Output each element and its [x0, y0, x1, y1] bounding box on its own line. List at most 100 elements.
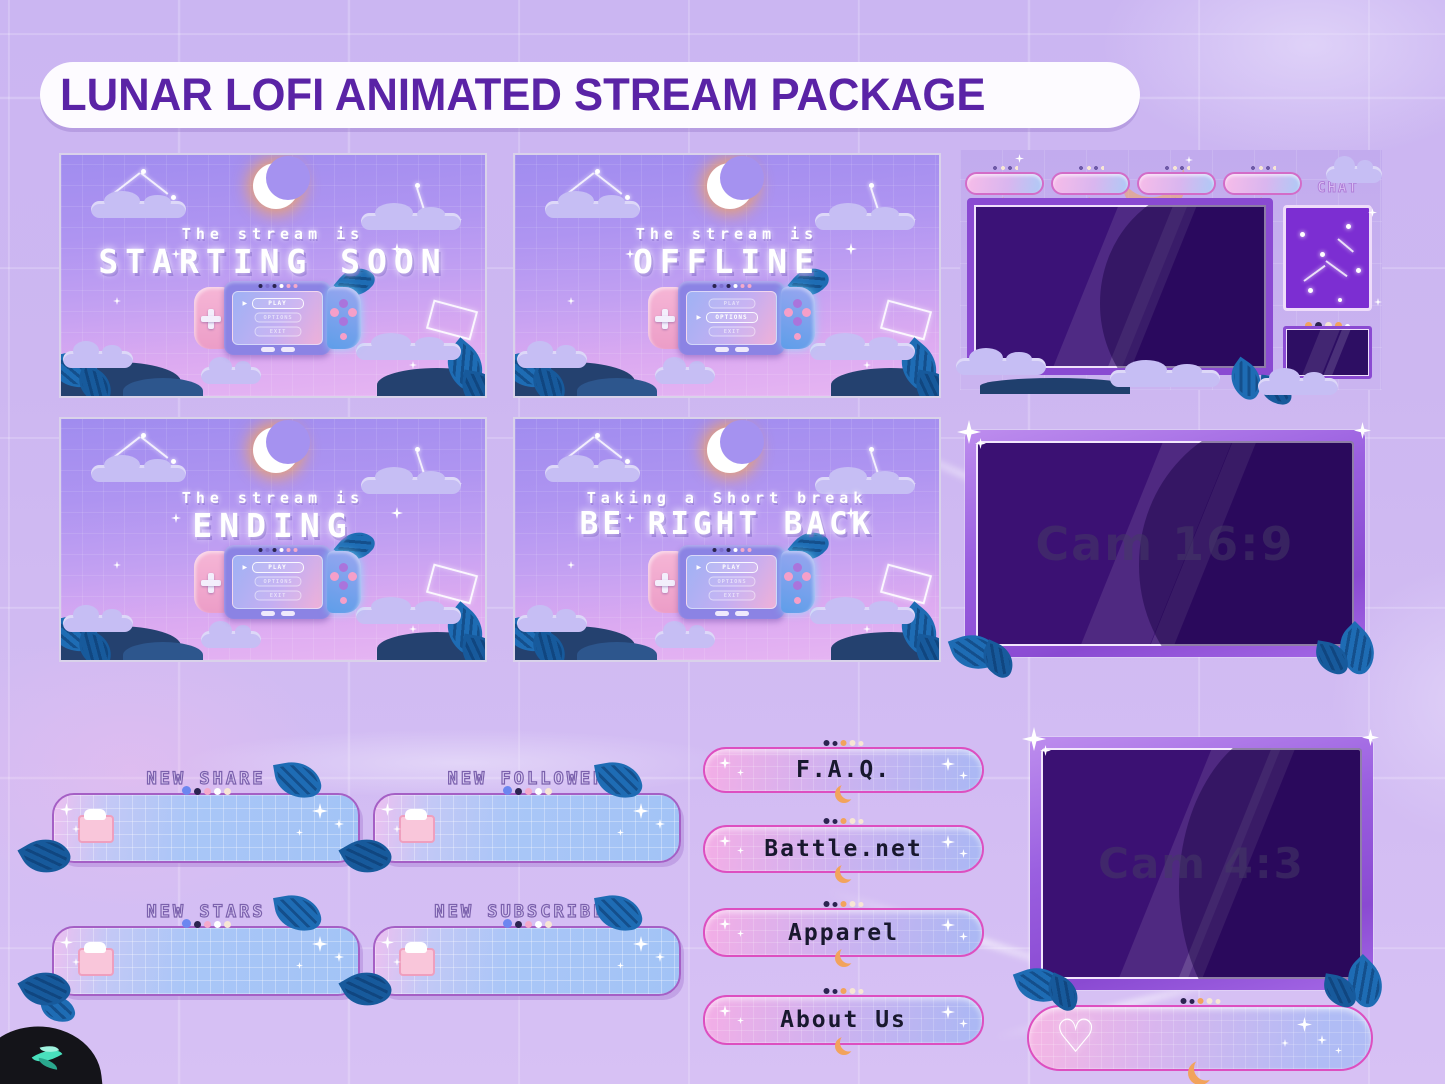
title-banner: LUNAR LOFI ANIMATED STREAM PACKAGE: [40, 62, 1140, 128]
right-joycon: [781, 551, 815, 613]
menu-options[interactable]: OPTIONS: [252, 312, 304, 323]
alert-new-subscriber: NEW SUBSCRIBER: [338, 890, 681, 1017]
screen-subtitle: Taking a Short break: [586, 489, 868, 507]
console-screen: PLAY ▶ OPTIONS EXIT: [686, 291, 777, 345]
dpad-icon: [201, 573, 221, 593]
menu-exit[interactable]: EXIT: [706, 326, 758, 337]
menu-play[interactable]: ▶ PLAY: [243, 562, 304, 573]
panel-button-apparel[interactable]: Apparel: [703, 901, 984, 957]
webcam-frame-16-9: Cam 16:9: [947, 420, 1386, 681]
cloud: [361, 467, 461, 494]
console-grip: [260, 347, 295, 352]
moon-phase-dots: [822, 988, 865, 994]
screen-shadow-circle: [1138, 441, 1354, 646]
sparkle-icon: [1040, 745, 1051, 756]
screen-be-right-back: Taking a Short break BE RIGHT BACK ▶ PLAY…: [513, 417, 941, 662]
sparkle-icon: [1317, 1035, 1327, 1045]
menu-options[interactable]: OPTIONS: [252, 576, 304, 587]
cloud: [356, 333, 461, 360]
overlay-topbar-pill: [1137, 172, 1216, 195]
sparkle-icon: [737, 847, 744, 854]
alert-new-stars: NEW STARS: [17, 890, 360, 1017]
menu-play[interactable]: PLAY: [706, 298, 758, 309]
sparkle-icon: [719, 757, 731, 769]
alert-label: NEW STARS: [146, 901, 266, 922]
screen-title: OFFLINE: [632, 242, 822, 281]
screen-title: ENDING: [192, 506, 354, 545]
sparkle-icon: [296, 962, 303, 969]
overlay-topbar-pill: [965, 172, 1044, 195]
sparkle-icon: [737, 1017, 744, 1024]
console-dots: [258, 284, 297, 288]
sparkle-icon: [1335, 1047, 1342, 1054]
sparkle-icon: [1297, 1017, 1312, 1032]
crescent-moon-icon: [707, 156, 764, 209]
menu-play[interactable]: ▶ PLAY: [697, 562, 758, 573]
sparkle-icon: [941, 1005, 955, 1019]
panel-button-label: F.A.Q.: [795, 757, 892, 783]
panel-button-battlenet[interactable]: Battle.net: [703, 818, 984, 873]
sparkle-icon: [1368, 208, 1377, 217]
gold-crescent-icon: [835, 949, 853, 967]
sparkle-icon: [171, 249, 181, 259]
sparkle-icon: [1374, 298, 1382, 306]
constellation-rect: [425, 299, 479, 341]
bg-swirl-top-right: [1100, 0, 1445, 160]
webcam-frame-4-3: Cam 4:3: [1012, 727, 1394, 1014]
sparkle-icon: [737, 769, 744, 776]
console-body: PLAY ▶ OPTIONS EXIT: [678, 281, 785, 355]
right-joycon: [327, 551, 361, 613]
cloud: [1110, 360, 1220, 387]
gold-crescent-icon: [835, 785, 853, 803]
sparkle-icon: [113, 561, 121, 569]
menu-play[interactable]: ▶ PLAY: [243, 298, 304, 309]
cloud: [91, 455, 186, 482]
console-screen: ▶ PLAY OPTIONS EXIT: [686, 555, 777, 609]
cloud: [815, 467, 915, 494]
menu-options[interactable]: ▶ OPTIONS: [697, 312, 758, 323]
console-body: ▶ PLAY OPTIONS EXIT: [224, 545, 331, 619]
sparkle-icon: [959, 1019, 968, 1028]
panel-button-about-us[interactable]: About Us: [703, 988, 984, 1045]
menu-options[interactable]: OPTIONS: [706, 576, 758, 587]
webcam-placeholder-label: Cam 4:3: [1098, 839, 1305, 888]
menu-exit[interactable]: EXIT: [252, 326, 304, 337]
menu-exit[interactable]: EXIT: [252, 590, 304, 601]
overlay-main-screen: [967, 198, 1273, 375]
sparkle-icon: [72, 825, 80, 833]
sparkle-icon: [737, 930, 744, 937]
alert-label: NEW SUBSCRIBER: [434, 901, 620, 922]
console-body: ▶ PLAY OPTIONS EXIT: [678, 545, 785, 619]
cloud: [517, 341, 587, 368]
alert-new-share: NEW SHARE: [17, 757, 360, 884]
panel-button-faq[interactable]: F.A.Q.: [703, 740, 984, 793]
cloud: [810, 597, 915, 624]
console-grip: [714, 611, 749, 616]
bush: [577, 642, 657, 660]
sparkle-icon: [863, 361, 871, 369]
console-screen: ▶ PLAY OPTIONS EXIT: [232, 555, 323, 609]
envelope-icon: [399, 942, 435, 976]
sparkle-icon: [959, 849, 968, 858]
sparkle-icon: [959, 771, 968, 780]
left-joycon: [194, 551, 228, 613]
overlay-topbar-pill: [1223, 172, 1302, 195]
page-title: LUNAR LOFI ANIMATED STREAM PACKAGE: [60, 69, 986, 120]
sparkle-icon: [409, 361, 417, 369]
screen-offline: The stream is OFFLINE PLAY ▶ OPTIONS EXIT: [513, 153, 941, 398]
cloud: [545, 455, 640, 482]
menu-exit[interactable]: EXIT: [706, 590, 758, 601]
sparkle-icon: [409, 625, 417, 633]
sparkle-icon: [1185, 156, 1193, 164]
bush: [123, 642, 203, 660]
sparkle-icon: [1354, 422, 1371, 439]
sparkle-icon: [941, 835, 955, 849]
cursor-icon: ▶: [242, 299, 248, 307]
left-joycon: [648, 551, 682, 613]
game-console: PLAY ▶ OPTIONS EXIT: [648, 281, 815, 355]
screen-shadow-circle: [1179, 748, 1362, 979]
right-joycon: [327, 287, 361, 349]
sparkle-icon: [625, 249, 635, 259]
sparkle-icon: [113, 297, 121, 305]
